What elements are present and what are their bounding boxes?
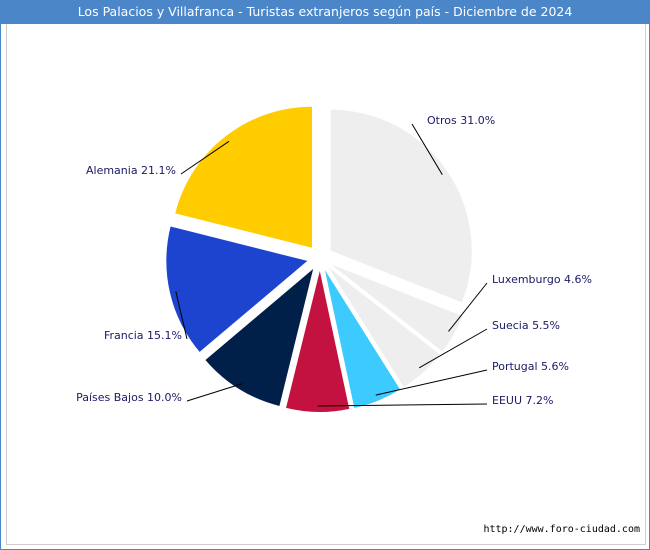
pie-slice-eeuu — [286, 270, 350, 412]
leader-line — [175, 291, 188, 340]
pie-slice-portugal — [324, 270, 401, 408]
leader-line — [448, 282, 488, 332]
slice-label: EEUU 7.2% — [492, 394, 553, 407]
source-credit: http://www.foro-ciudad.com — [483, 524, 640, 535]
leader-line — [186, 383, 243, 402]
pie-slices — [166, 106, 472, 412]
slice-label: Alemania 21.1% — [86, 164, 176, 177]
slice-label: Francia 15.1% — [104, 329, 182, 342]
leader-line — [317, 403, 488, 407]
chart-title: Los Palacios y Villafranca - Turistas ex… — [0, 0, 650, 24]
pie-slice-alemania — [175, 106, 313, 248]
pie-labels: Otros 31.0% Luxemburgo 4.6% Suecia 5.5% Por… — [76, 114, 592, 407]
pie-slice-luxemburgo — [331, 264, 463, 352]
pie-slice-otros — [330, 109, 472, 303]
slice-label: Suecia 5.5% — [492, 319, 560, 332]
slice-label: Portugal 5.6% — [492, 360, 569, 373]
leader-line — [375, 369, 488, 396]
leader-line — [418, 328, 488, 369]
plot-area — [6, 24, 646, 545]
pie-slice-francia — [166, 226, 308, 352]
slice-label: Luxemburgo 4.6% — [492, 273, 592, 286]
leader-line — [411, 123, 443, 175]
pie-slice-países-bajos — [205, 269, 314, 406]
leader-line — [180, 140, 230, 175]
slice-label: Otros 31.0% — [427, 114, 495, 127]
pie-slice-suecia — [328, 267, 440, 387]
slice-label: Países Bajos 10.0% — [76, 391, 182, 404]
